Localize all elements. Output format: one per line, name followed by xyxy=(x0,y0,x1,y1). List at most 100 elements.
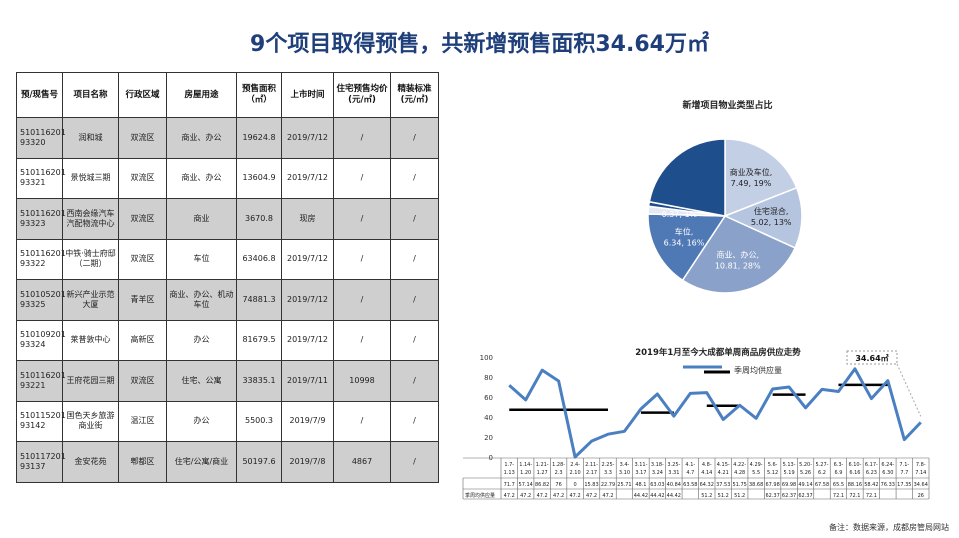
footnote: 备注：数据来源，成都房管局网站 xyxy=(829,523,949,532)
table-cell: 车位 xyxy=(166,238,237,280)
x-tick-label: 4.21 xyxy=(718,470,729,476)
x-tick-label: 2.17 xyxy=(586,470,597,476)
pie-slice-label: 商业、办公, 10.81, 28% xyxy=(715,249,761,270)
data-label: 47.2 xyxy=(570,493,581,499)
data-label: 51.75 xyxy=(733,482,747,488)
table-cell: 王府花园三期 xyxy=(62,360,119,402)
pie-slice-label: 住宅混合, 5.02, 13% xyxy=(751,206,792,227)
x-tick-label: 1.7- xyxy=(504,462,514,468)
callout-label: 34.64㎡ xyxy=(855,353,888,363)
pie-slice xyxy=(647,213,727,282)
table-cell: / xyxy=(333,279,391,321)
pie-slice xyxy=(724,138,798,218)
x-tick-label: 3.4- xyxy=(620,462,630,468)
table-row: 510116201 93322 中铁·骑士府邸（二期） 双流区 车位 63406.8 201… xyxy=(16,238,439,280)
x-tick-label: 6.3- xyxy=(834,462,844,468)
table-header-row: 预/现售号 项目名称 行政区域 房屋用途 预售面积（㎡） 上市时间 住宅预售均价(元/㎡) 精… xyxy=(16,72,439,118)
x-tick-label: 5.19 xyxy=(784,470,795,476)
x-tick-label: 5.13- xyxy=(783,462,796,468)
data-label: 67.58 xyxy=(815,482,829,488)
table-cell: 商业、办公 xyxy=(166,117,237,159)
table-cell: 510116201 93320 xyxy=(16,117,66,159)
table-cell: / xyxy=(390,238,439,280)
data-label: 0 xyxy=(573,482,576,488)
data-label: 44.42 xyxy=(634,493,648,499)
callout-leader xyxy=(896,363,922,417)
data-label: 86.82 xyxy=(535,482,549,488)
table-cell: 温江区 xyxy=(118,400,167,442)
table-cell: 2019/7/9 xyxy=(281,400,334,442)
pie-slice xyxy=(723,186,803,249)
data-label: 72.1 xyxy=(833,493,844,499)
table-cell: 63406.8 xyxy=(236,238,282,280)
column-header: 项目名称 xyxy=(62,72,119,118)
table-cell: 74881.3 xyxy=(236,279,282,321)
pie-slice-label: 车位, 6.34, 16% xyxy=(664,226,705,247)
column-header: 预/现售号 xyxy=(16,72,63,118)
data-label: 17.35 xyxy=(897,482,911,488)
x-tick-label: 4.29- xyxy=(750,462,763,468)
data-label: 51.2 xyxy=(701,493,712,499)
x-tick-label: 4.28 xyxy=(734,470,745,476)
data-label: 26 xyxy=(918,493,924,499)
data-label: 37.53 xyxy=(716,482,730,488)
x-tick-label: 3.18- xyxy=(651,462,664,468)
x-tick-label: 6.9 xyxy=(834,470,842,476)
table-cell: 双流区 xyxy=(118,157,167,199)
data-label: 15.83 xyxy=(584,482,598,488)
x-tick-label: 4.22- xyxy=(733,462,746,468)
y-tick-label: 20 xyxy=(484,434,493,442)
callout-box xyxy=(846,350,898,365)
table-cell: 双流区 xyxy=(118,198,167,240)
table-row: 510115201 93142 国色天乡旅游商业街 温江区 办公 5500.3 2019/7… xyxy=(16,400,439,442)
pie-slice-label: 商业及车位, 7.49, 19% xyxy=(730,167,773,188)
data-label: 62.37 xyxy=(798,493,812,499)
table-cell: 住宅/公寓/商业 xyxy=(166,441,237,483)
table-cell: / xyxy=(333,238,391,280)
data-label: 76 xyxy=(555,482,561,488)
column-header: 上市时间 xyxy=(281,72,334,118)
x-tick-label: 1.14- xyxy=(519,462,532,468)
table-cell: 郫都区 xyxy=(118,441,167,483)
table-cell: 510116201 93323 xyxy=(16,198,66,240)
table-cell: 510116201 93322 xyxy=(16,238,66,280)
data-label: 64.32 xyxy=(700,482,714,488)
y-tick-label: 40 xyxy=(484,414,493,422)
data-label: 47.2 xyxy=(602,493,613,499)
pie-slice xyxy=(648,138,726,217)
table-cell: 81679.5 xyxy=(236,319,282,361)
y-tick-label: 80 xyxy=(484,374,493,382)
table-cell: 50197.6 xyxy=(236,441,282,483)
x-tick-label: 6.10- xyxy=(848,462,861,468)
x-tick-label: 5.20- xyxy=(799,462,812,468)
data-label: 63.58 xyxy=(683,482,697,488)
table-cell: 金安花苑 xyxy=(62,441,119,483)
table-cell: 510116201 93221 xyxy=(16,360,66,402)
table-cell: 510109201 93324 xyxy=(16,319,66,361)
table-row: 510109201 93324 莱普敦中心 高新区 办公 81679.5 2019/7/12… xyxy=(16,319,439,361)
x-tick-label: 7.8- xyxy=(916,462,926,468)
table-cell: / xyxy=(390,279,439,321)
table-row: 510117201 93137 金安花苑 郫都区 住宅/公寓/商业 50197.6 2019… xyxy=(16,441,439,483)
table-cell: 2019/7/12 xyxy=(281,117,334,159)
table-cell: 33835.1 xyxy=(236,360,282,402)
data-label: 38.68 xyxy=(749,482,763,488)
table-cell: 510117201 93137 xyxy=(16,441,66,483)
pie-chart-title: 新增项目物业类型占比 xyxy=(682,101,773,111)
table-row: 510105201 93325 新兴产业示范大厦 青羊区 商业、办公、机动车位 74881… xyxy=(16,279,439,321)
data-label: 40.84 xyxy=(667,482,681,488)
x-tick-label: 3.25- xyxy=(667,462,680,468)
table-cell: 西南会缘汽车汽配物流中心 xyxy=(62,198,119,240)
column-header: 住宅预售均价(元/㎡) xyxy=(333,72,391,118)
table-row: 510116201 93321 景悦城三期 双流区 商业、办公 13604.9 2019/7… xyxy=(16,157,439,199)
column-header: 预售面积（㎡） xyxy=(236,72,282,118)
pie-slice xyxy=(681,215,797,294)
data-label: 47.2 xyxy=(537,493,548,499)
data-label: 57.14 xyxy=(519,482,533,488)
x-tick-label: 7.14 xyxy=(915,470,926,476)
table-cell: 新兴产业示范大厦 xyxy=(62,279,119,321)
x-tick-label: 6.30 xyxy=(882,470,893,476)
data-label: 72.1 xyxy=(849,493,860,499)
